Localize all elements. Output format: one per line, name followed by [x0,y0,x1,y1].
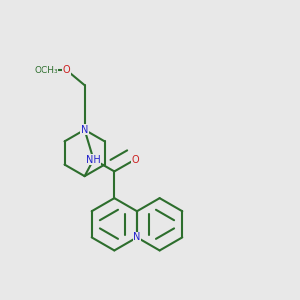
Text: O: O [63,65,70,75]
Text: NH: NH [86,154,101,164]
Text: O: O [131,154,139,164]
Text: OCH₃: OCH₃ [34,66,58,75]
Text: N: N [133,232,141,242]
Text: N: N [81,125,88,135]
